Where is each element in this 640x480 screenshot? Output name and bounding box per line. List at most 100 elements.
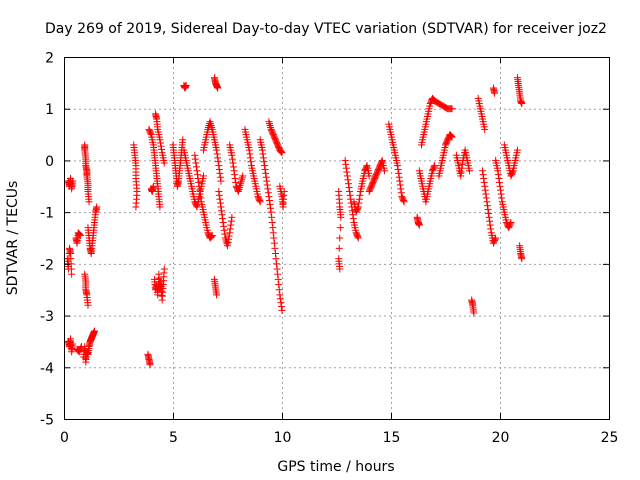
data-point bbox=[518, 255, 526, 263]
data-point bbox=[486, 217, 494, 225]
y-tick-label: -4 bbox=[40, 361, 54, 377]
data-point bbox=[196, 186, 204, 194]
data-point bbox=[274, 275, 282, 283]
data-point bbox=[196, 190, 204, 198]
data-point bbox=[157, 142, 165, 150]
data-point bbox=[396, 181, 404, 189]
data-point bbox=[481, 186, 489, 194]
data-point bbox=[208, 231, 216, 239]
data-point bbox=[494, 167, 502, 175]
data-point bbox=[75, 230, 83, 238]
data-point bbox=[342, 164, 350, 172]
data-point bbox=[216, 195, 224, 203]
data-point bbox=[68, 270, 76, 278]
data-point bbox=[394, 165, 402, 173]
data-point bbox=[262, 173, 270, 181]
axis-ticks: 0 5 10 15 20 25 -5 -4 -3 -2 -1 0 1 2 bbox=[40, 51, 618, 447]
data-point bbox=[76, 231, 84, 239]
data-point bbox=[394, 162, 402, 170]
data-point bbox=[354, 234, 362, 242]
data-point bbox=[346, 187, 354, 195]
data-point bbox=[191, 151, 199, 159]
data-point bbox=[354, 203, 362, 211]
data-point bbox=[457, 168, 465, 176]
data-point bbox=[216, 173, 224, 181]
data-point bbox=[239, 172, 247, 180]
data-point bbox=[262, 169, 270, 177]
data-point bbox=[278, 149, 286, 157]
data-point bbox=[336, 265, 344, 273]
data-point bbox=[485, 209, 493, 217]
data-point bbox=[192, 163, 200, 171]
data-point bbox=[259, 150, 267, 158]
data-point bbox=[273, 260, 281, 268]
data-point bbox=[225, 232, 233, 240]
data-point bbox=[275, 281, 283, 289]
data-point bbox=[213, 146, 221, 154]
data-point bbox=[219, 218, 227, 226]
data-point bbox=[228, 155, 236, 163]
data-point bbox=[482, 194, 490, 202]
x-tick-label: 5 bbox=[169, 430, 178, 446]
y-axis-label: SDTVAR / TECUs bbox=[5, 181, 21, 296]
data-point bbox=[270, 234, 278, 242]
data-point bbox=[227, 221, 235, 229]
data-point bbox=[231, 171, 239, 179]
data-point bbox=[265, 197, 273, 205]
x-tick-label: 15 bbox=[383, 430, 401, 446]
data-point bbox=[192, 159, 200, 167]
x-tick-label: 20 bbox=[492, 430, 510, 446]
x-axis-label: GPS time / hours bbox=[277, 459, 394, 475]
data-point bbox=[266, 122, 274, 130]
data-point bbox=[356, 191, 364, 199]
data-point bbox=[227, 217, 235, 225]
y-tick-label: 1 bbox=[45, 102, 54, 118]
data-point bbox=[228, 213, 236, 221]
data-point bbox=[214, 84, 222, 92]
data-point bbox=[260, 158, 268, 166]
data-point bbox=[245, 146, 253, 154]
y-tick-label: 2 bbox=[45, 51, 54, 67]
data-point bbox=[156, 136, 164, 144]
data-point bbox=[518, 100, 526, 108]
y-tick-label: -5 bbox=[40, 413, 54, 429]
data-point bbox=[265, 118, 273, 126]
data-point bbox=[232, 178, 240, 186]
data-point bbox=[258, 146, 266, 154]
data-point bbox=[341, 156, 349, 164]
data-point bbox=[448, 133, 456, 141]
x-tick-label: 10 bbox=[274, 430, 292, 446]
data-point bbox=[213, 150, 221, 158]
data-point bbox=[217, 203, 225, 211]
data-point bbox=[458, 164, 466, 172]
data-point bbox=[457, 172, 465, 180]
data-point bbox=[482, 190, 490, 198]
data-point bbox=[230, 167, 238, 175]
data-point bbox=[147, 129, 155, 137]
data-point bbox=[269, 229, 277, 237]
data-point bbox=[215, 191, 223, 199]
data-point bbox=[217, 177, 225, 185]
data-points bbox=[63, 74, 526, 369]
data-point bbox=[362, 163, 370, 171]
data-point bbox=[400, 197, 408, 205]
data-point bbox=[160, 265, 168, 273]
data-point bbox=[246, 154, 254, 162]
data-point bbox=[216, 169, 224, 177]
data-point bbox=[229, 163, 237, 171]
data-point bbox=[343, 172, 351, 180]
data-point bbox=[277, 148, 285, 156]
data-point bbox=[495, 178, 503, 186]
data-point bbox=[259, 154, 267, 162]
data-point bbox=[223, 240, 231, 248]
data-point bbox=[277, 299, 285, 307]
data-point bbox=[495, 175, 503, 183]
y-tick-label: 0 bbox=[45, 154, 54, 170]
data-point bbox=[269, 224, 277, 232]
data-point bbox=[400, 198, 408, 206]
data-point bbox=[194, 175, 202, 183]
data-point bbox=[156, 139, 164, 147]
data-point bbox=[268, 218, 276, 226]
data-point bbox=[194, 171, 202, 179]
data-point bbox=[513, 146, 521, 154]
